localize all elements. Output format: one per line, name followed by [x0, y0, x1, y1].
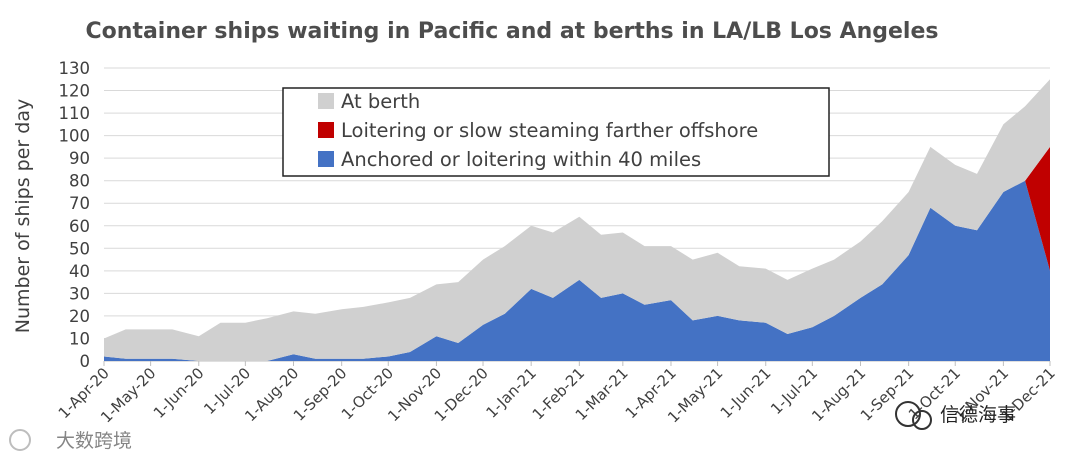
- y-tick-label: 50: [69, 239, 90, 258]
- watermark-right-text: 信德海事: [940, 404, 1016, 426]
- y-tick-label: 20: [69, 307, 90, 326]
- area-series-layer: [104, 79, 1050, 362]
- y-tick-label: 30: [69, 284, 90, 303]
- watermark-left-text: 大数跨境: [56, 430, 132, 452]
- legend-label: Loitering or slow steaming farther offsh…: [341, 119, 758, 142]
- y-tick-label: 40: [69, 262, 90, 281]
- x-tick-labels: 1-Apr-201-May-201-Jun-201-Jul-201-Aug-20…: [55, 361, 1059, 426]
- wechat-icon: [895, 401, 921, 427]
- legend-box: [282, 87, 830, 177]
- legend-label: At berth: [341, 90, 420, 113]
- y-tick-label: 80: [69, 172, 90, 191]
- area-anchored-or-loitering-within-40-miles: [104, 180, 1050, 361]
- legend-label: Anchored or loitering within 40 miles: [341, 148, 701, 171]
- y-tick-label: 100: [59, 127, 91, 146]
- y-tick-label: 70: [69, 194, 90, 213]
- x-tick-label: 1-Sep-21: [857, 364, 918, 425]
- legend: At berth Loitering or slow steaming farth…: [282, 87, 830, 177]
- watermark-left: 大数跨境: [9, 429, 132, 452]
- y-tick-labels: 0 10 20 30 40 50 60 70 80 90 100 110 120 130: [59, 59, 91, 371]
- watermark-logo-icon: [9, 429, 31, 451]
- wechat-icon-small: [912, 410, 932, 430]
- legend-items: At berth Loitering or slow steaming farth…: [318, 90, 758, 171]
- watermark-right: 信德海事: [895, 401, 1016, 430]
- legend-swatch: [318, 151, 334, 167]
- y-tick-label: 0: [80, 352, 91, 371]
- y-tick-label: 60: [69, 217, 90, 236]
- x-tick-label: 1-Sep-20: [290, 364, 351, 425]
- y-tick-label: 130: [59, 59, 91, 78]
- y-axis-title: Number of ships per day: [12, 99, 34, 334]
- y-tick-label: 10: [69, 329, 90, 348]
- y-tick-label: 120: [59, 82, 91, 101]
- y-tick-label: 110: [59, 104, 91, 123]
- area-at-berth: [104, 79, 1050, 362]
- x-tick-label: 1-Jun-21: [717, 364, 775, 422]
- x-tick-label: 1-Jun-20: [150, 364, 208, 422]
- legend-swatch: [318, 93, 334, 109]
- y-tick-label: 90: [69, 149, 90, 168]
- chart-title: Container ships waiting in Pacific and a…: [86, 19, 939, 44]
- legend-swatch: [318, 122, 334, 138]
